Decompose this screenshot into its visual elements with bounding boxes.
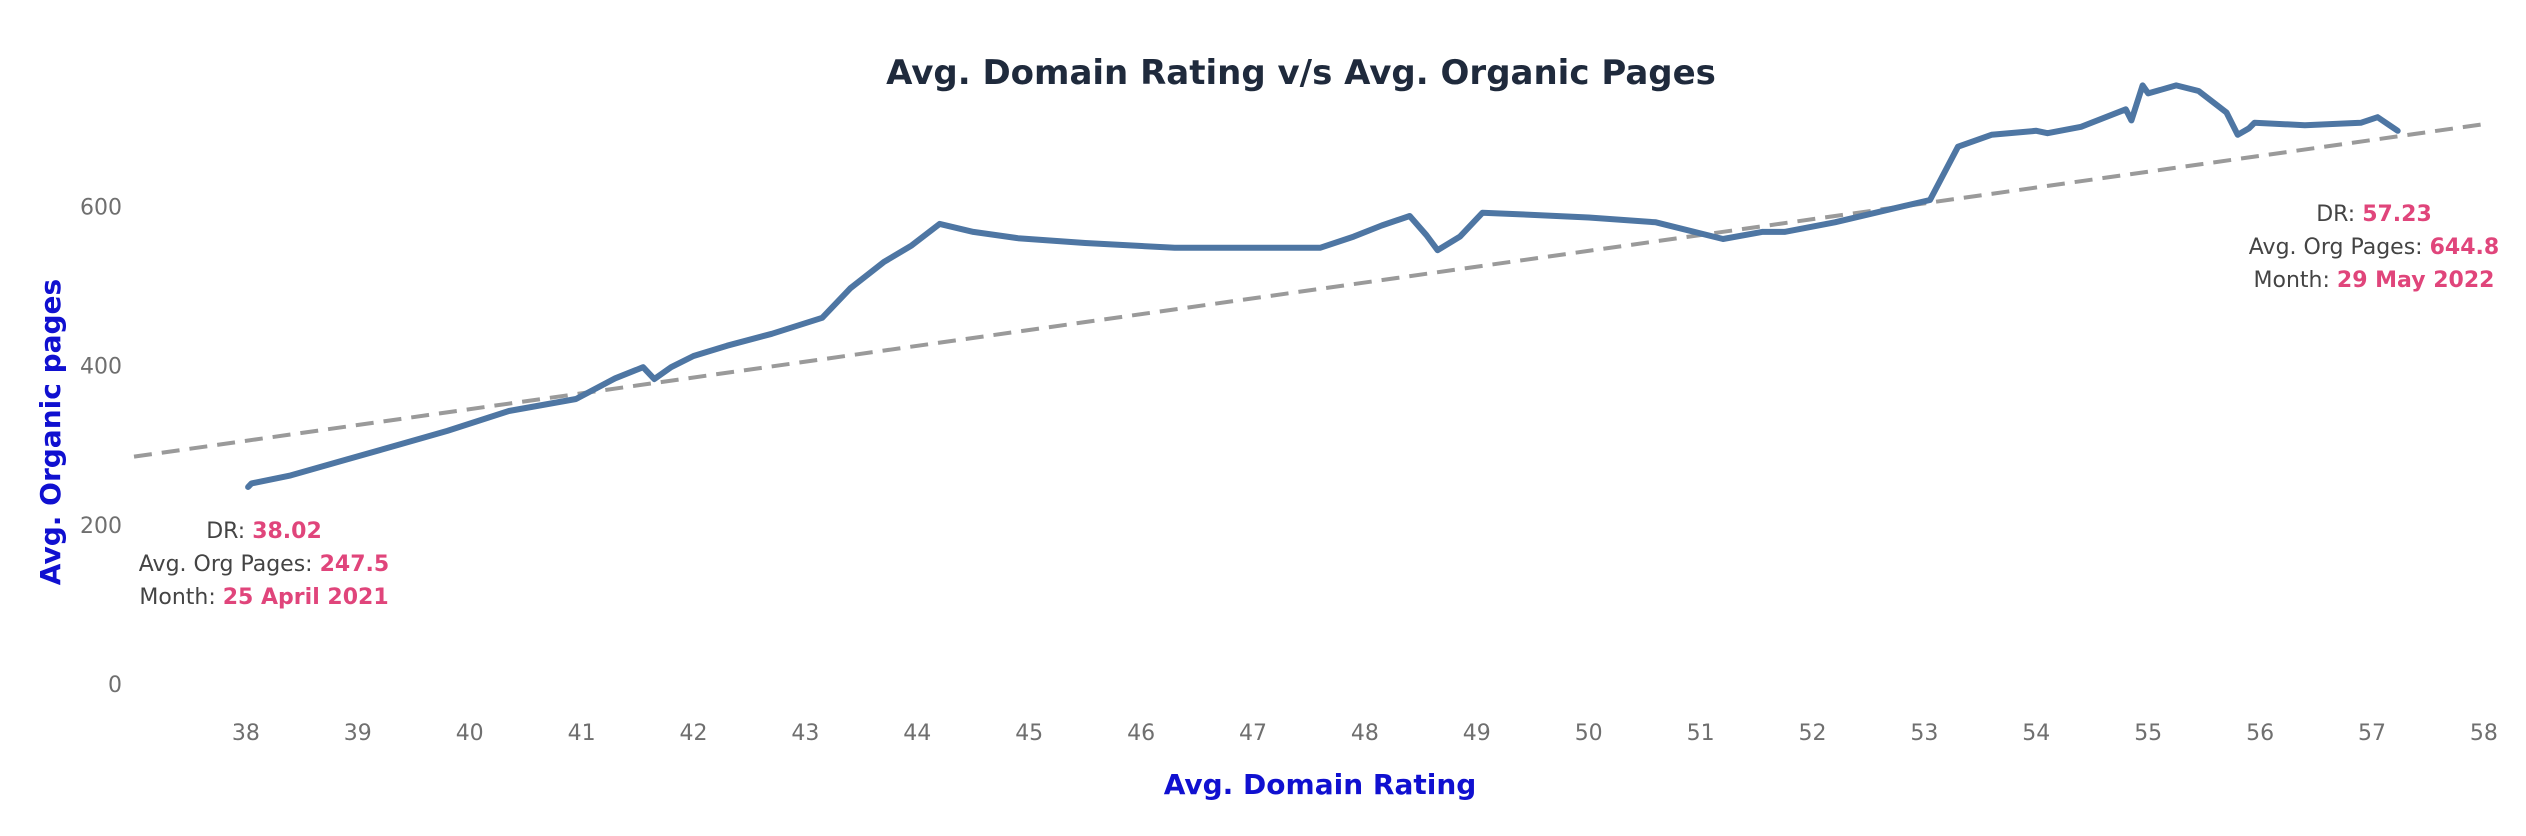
chart-title: Avg. Domain Rating v/s Avg. Organic Page… <box>886 53 1716 93</box>
x-axis-title: Avg. Domain Rating <box>1164 768 1477 801</box>
annotation-start-month: Month: 25 April 2021 <box>139 585 388 610</box>
x-tick-label: 48 <box>1351 721 1379 746</box>
y-axis-ticks: 0 200 400 600 <box>80 195 122 698</box>
x-tick-label: 43 <box>791 721 819 746</box>
x-tick-label: 41 <box>568 721 596 746</box>
y-axis-title: Avg. Organic pages <box>34 279 67 585</box>
annotation-start-dr: DR: 38.02 <box>206 519 322 544</box>
x-tick-label: 51 <box>1687 721 1715 746</box>
x-tick-label: 54 <box>2022 721 2050 746</box>
y-tick-label: 600 <box>80 195 122 220</box>
x-tick-label: 56 <box>2246 721 2274 746</box>
annotation-end-month: Month: 29 May 2022 <box>2254 268 2495 293</box>
series-line <box>245 82 2401 490</box>
x-tick-label: 58 <box>2470 721 2498 746</box>
annotation-end: DR: 57.23 Avg. Org Pages: 644.8 Month: 2… <box>2249 202 2499 293</box>
x-tick-label: 53 <box>1910 721 1938 746</box>
x-tick-label: 52 <box>1799 721 1827 746</box>
y-tick-label: 400 <box>80 355 122 380</box>
y-tick-label: 0 <box>108 673 122 698</box>
x-tick-label: 38 <box>232 721 260 746</box>
x-tick-label: 44 <box>903 721 931 746</box>
x-tick-label: 45 <box>1015 721 1043 746</box>
annotation-start-pages: Avg. Org Pages: 247.5 <box>139 552 389 577</box>
x-tick-label: 50 <box>1575 721 1603 746</box>
annotation-end-pages: Avg. Org Pages: 644.8 <box>2249 235 2499 260</box>
x-tick-label: 55 <box>2134 721 2162 746</box>
trend-line <box>133 122 2485 459</box>
annotation-start: DR: 38.02 Avg. Org Pages: 247.5 Month: 2… <box>139 519 389 610</box>
x-axis-ticks: 38 39 40 41 42 43 44 45 46 47 48 49 50 51 52 53 54 55 56 57… <box>232 721 2498 746</box>
x-tick-label: 40 <box>456 721 484 746</box>
annotation-end-dr: DR: 57.23 <box>2316 202 2432 227</box>
x-tick-label: 42 <box>680 721 708 746</box>
y-tick-label: 200 <box>80 514 122 539</box>
x-tick-label: 47 <box>1239 721 1267 746</box>
x-tick-label: 39 <box>344 721 372 746</box>
x-tick-label: 46 <box>1127 721 1155 746</box>
x-tick-label: 57 <box>2358 721 2386 746</box>
x-tick-label: 49 <box>1463 721 1491 746</box>
